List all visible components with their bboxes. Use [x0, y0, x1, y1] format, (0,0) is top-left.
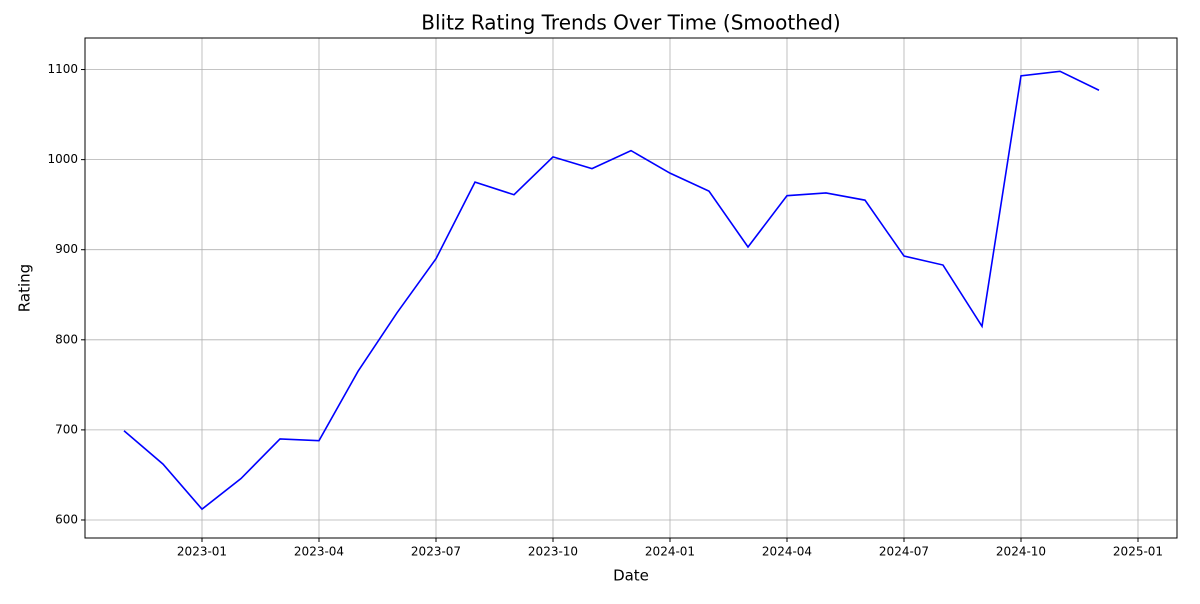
y-tick-label: 1100 — [47, 62, 78, 76]
y-axis-label: Rating — [16, 264, 34, 312]
y-tick-label: 600 — [55, 512, 78, 526]
y-tick-label: 800 — [55, 332, 78, 346]
x-tick-label: 2024-07 — [879, 545, 929, 559]
y-tick-label: 1000 — [47, 152, 78, 166]
x-axis-label: Date — [613, 567, 649, 585]
x-tick-label: 2024-10 — [996, 545, 1046, 559]
plot-frame — [84, 37, 1178, 539]
chart-title: Blitz Rating Trends Over Time (Smoothed) — [421, 11, 840, 35]
y-tick-label: 700 — [55, 422, 78, 436]
y-tick-label: 900 — [55, 242, 78, 256]
x-tick-label: 2023-01 — [177, 545, 227, 559]
x-tick-label: 2024-01 — [645, 545, 695, 559]
x-tick-label: 2023-10 — [528, 545, 578, 559]
line-series — [123, 70, 1100, 511]
x-tick-label: 2023-07 — [411, 545, 461, 559]
x-tick-label: 2025-01 — [1113, 545, 1163, 559]
x-tick-label: 2024-04 — [762, 545, 812, 559]
x-tick-label: 2023-04 — [294, 545, 344, 559]
